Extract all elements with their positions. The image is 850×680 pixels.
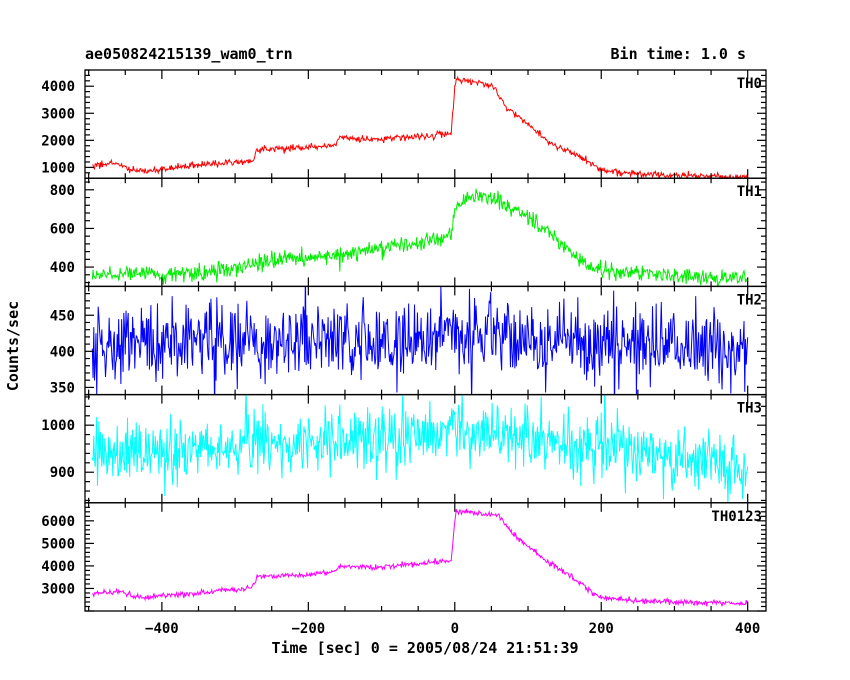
- y-tick-label: 400: [50, 260, 75, 276]
- y-tick-label: 400: [50, 344, 75, 360]
- panel-th0123: 3000 4000 5000 6000 TH0123: [41, 502, 767, 612]
- panel-th1: 400 600 800 TH1: [50, 177, 767, 288]
- series-line-th2: [91, 286, 749, 395]
- x-tick-label: −400: [145, 621, 179, 637]
- x-axis-label: Time [sec] 0 = 2005/08/24 21:51:39: [271, 639, 578, 657]
- series-line-th0123: [91, 508, 749, 607]
- y-tick-label: 2000: [41, 133, 75, 149]
- panel-th2: 350 400 450 TH2: [50, 285, 767, 396]
- x-tick-label: 0: [451, 621, 459, 637]
- panel-label: TH1: [737, 184, 762, 200]
- bin-time-label: Bin time: 1.0 s: [611, 45, 746, 63]
- y-tick-label: 350: [50, 380, 75, 396]
- panel-label: TH0123: [711, 509, 762, 525]
- y-tick-label: 6000: [41, 514, 75, 530]
- y-tick-label: 800: [50, 183, 75, 199]
- panel-th0: 1000 2000 3000 4000 TH0: [41, 69, 767, 179]
- series-line-th3: [91, 394, 749, 503]
- panel-frame: [84, 502, 767, 612]
- panel-label: TH0: [737, 76, 762, 92]
- y-tick-label: 3000: [41, 106, 75, 122]
- y-tick-label: 1000: [41, 160, 75, 176]
- x-tick-label: −200: [291, 621, 325, 637]
- panel-label: TH3: [737, 401, 762, 417]
- y-tick-label: 1000: [41, 418, 75, 434]
- y-tick-label: 5000: [41, 536, 75, 552]
- panel-label: TH2: [737, 292, 762, 308]
- y-tick-label: 4000: [41, 559, 75, 575]
- panel-frame: [84, 69, 767, 179]
- y-tick-label: 4000: [41, 79, 75, 95]
- y-tick-label: 3000: [41, 581, 75, 597]
- y-tick-label: 600: [50, 221, 75, 237]
- panel-th3: 900 1000 TH3: [41, 393, 767, 504]
- x-tick-label: 400: [735, 621, 760, 637]
- figure-title: ae050824215139_wam0_trn: [85, 45, 293, 63]
- y-tick-label: 450: [50, 308, 75, 324]
- x-tick-label: 200: [589, 621, 614, 637]
- y-tick-label: 900: [50, 465, 75, 481]
- y-axis-label: Counts/sec: [4, 301, 22, 391]
- series-line-th1: [91, 188, 749, 287]
- series-line-th0: [92, 75, 749, 179]
